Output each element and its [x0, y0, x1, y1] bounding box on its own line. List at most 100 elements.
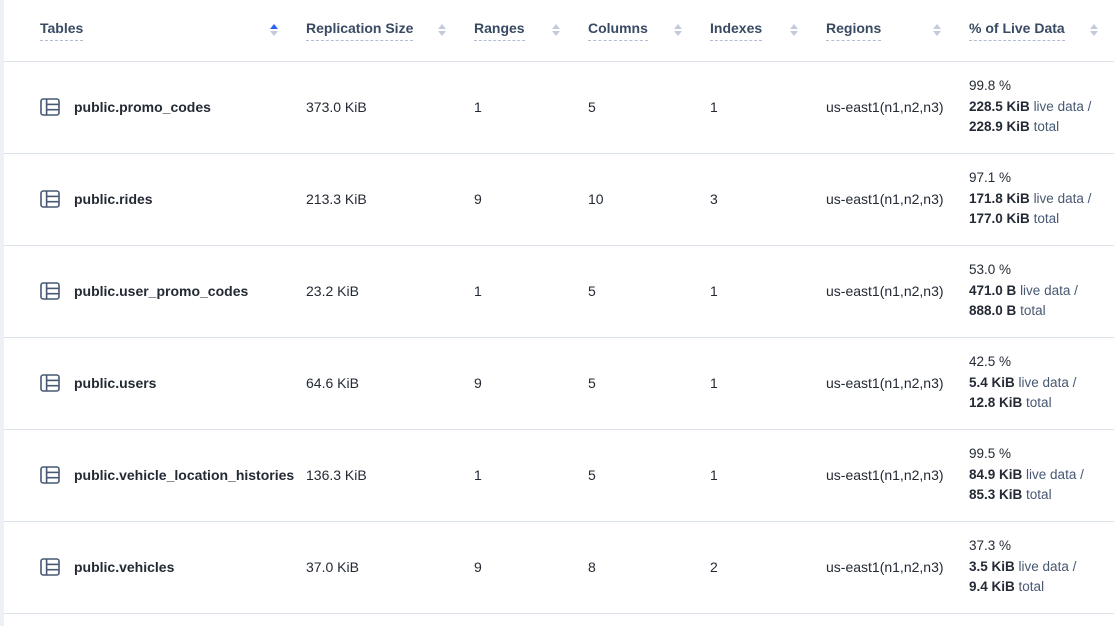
live-data-percent: 97.1 %	[969, 170, 1012, 186]
live-data-total-line: 177.0 KiB total	[969, 211, 1060, 227]
table-body: public.promo_codes 373.0 KiB 1 5 1 us-ea…	[4, 61, 1114, 614]
cell-live-data: 97.1 % 171.8 KiB live data / 177.0 KiB t…	[957, 153, 1114, 246]
column-header-replication-size[interactable]: Replication Size	[294, 0, 462, 62]
column-header-indexes[interactable]: Indexes	[698, 0, 814, 62]
cell-table-name: public.vehicle_location_histories	[4, 429, 295, 522]
table-icon	[40, 558, 60, 576]
database-tables-table: Tables Replication Size Ranges Columns	[4, 0, 1114, 614]
cell-live-data: 99.5 % 84.9 KiB live data / 85.3 KiB tot…	[957, 429, 1114, 522]
sort-down-caret-icon	[1090, 31, 1098, 37]
cell-indexes: 1	[698, 429, 814, 522]
cell-table-name: public.users	[4, 337, 294, 430]
cell-live-data: 53.0 % 471.0 B live data / 888.0 B total	[957, 245, 1114, 338]
live-data-total-line: 228.9 KiB total	[969, 119, 1060, 135]
cell-indexes: 2	[698, 521, 814, 614]
cell-columns: 5	[576, 429, 698, 522]
table-row: public.users 64.6 KiB 9 5 1 us-east1(n1,…	[4, 337, 1114, 430]
sort-up-caret-icon	[933, 24, 941, 30]
cell-columns: 5	[576, 245, 698, 338]
cell-replication-size: 23.2 KiB	[294, 245, 462, 338]
cell-table-name: public.user_promo_codes	[4, 245, 294, 338]
cell-regions: us-east1(n1,n2,n3)	[814, 429, 957, 522]
table-name-link[interactable]: public.promo_codes	[74, 99, 211, 115]
table-name-link[interactable]: public.rides	[74, 191, 153, 207]
sort-arrows-icon	[933, 24, 941, 37]
table-name-link[interactable]: public.vehicle_location_histories	[74, 467, 295, 483]
sort-arrows-icon	[270, 24, 278, 37]
column-header-label: % of Live Data	[969, 20, 1065, 41]
sort-down-caret-icon	[270, 31, 278, 37]
live-data-percent: 99.8 %	[969, 78, 1012, 94]
cell-table-name: public.promo_codes	[4, 61, 294, 154]
table-name-link[interactable]: public.user_promo_codes	[74, 283, 249, 299]
cell-columns: 10	[576, 153, 698, 246]
column-header-regions[interactable]: Regions	[814, 0, 957, 62]
sort-arrows-icon	[1090, 24, 1098, 37]
cell-columns: 5	[576, 337, 698, 430]
table-icon	[40, 98, 60, 116]
cell-live-data: 37.3 % 3.5 KiB live data / 9.4 KiB total	[957, 521, 1114, 614]
sort-up-caret-icon	[790, 24, 798, 30]
cell-table-name: public.rides	[4, 153, 294, 246]
column-header-live-data[interactable]: % of Live Data	[957, 0, 1114, 62]
live-data-live-line: 84.9 KiB live data /	[969, 466, 1084, 482]
column-header-tables[interactable]: Tables	[4, 0, 294, 62]
cell-ranges: 9	[462, 153, 576, 246]
cell-replication-size: 213.3 KiB	[294, 153, 462, 246]
live-data-live-line: 5.4 KiB live data /	[969, 374, 1077, 390]
live-data-total-line: 888.0 B total	[969, 303, 1046, 319]
cell-indexes: 3	[698, 153, 814, 246]
column-header-label: Ranges	[474, 20, 525, 41]
cell-indexes: 1	[698, 61, 814, 154]
column-header-columns[interactable]: Columns	[576, 0, 698, 62]
table-row: public.rides 213.3 KiB 9 10 3 us-east1(n…	[4, 153, 1114, 246]
cell-indexes: 1	[698, 337, 814, 430]
live-data-percent: 53.0 %	[969, 262, 1012, 278]
cell-replication-size: 37.0 KiB	[294, 521, 462, 614]
table-name-link[interactable]: public.users	[74, 375, 157, 391]
cell-replication-size: 64.6 KiB	[294, 337, 462, 430]
cell-regions: us-east1(n1,n2,n3)	[814, 153, 957, 246]
cell-regions: us-east1(n1,n2,n3)	[814, 521, 957, 614]
cell-ranges: 9	[462, 521, 576, 614]
cell-regions: us-east1(n1,n2,n3)	[814, 337, 957, 430]
sort-up-caret-icon	[270, 24, 278, 30]
sort-up-caret-icon	[1090, 24, 1098, 30]
table-header-row: Tables Replication Size Ranges Columns	[4, 0, 1114, 62]
cell-ranges: 1	[462, 245, 576, 338]
cell-replication-size: 373.0 KiB	[294, 61, 462, 154]
cell-replication-size: 136.3 KiB	[294, 429, 462, 522]
live-data-live-line: 228.5 KiB live data /	[969, 98, 1092, 114]
live-data-total-line: 12.8 KiB total	[969, 395, 1052, 411]
live-data-live-line: 471.0 B live data /	[969, 282, 1078, 298]
column-header-label: Tables	[40, 20, 84, 41]
sort-arrows-icon	[790, 24, 798, 37]
cell-live-data: 99.8 % 228.5 KiB live data / 228.9 KiB t…	[957, 61, 1114, 154]
sort-up-caret-icon	[438, 24, 446, 30]
cell-regions: us-east1(n1,n2,n3)	[814, 245, 957, 338]
cell-ranges: 1	[462, 61, 576, 154]
live-data-live-line: 3.5 KiB live data /	[969, 558, 1077, 574]
sort-down-caret-icon	[933, 31, 941, 37]
sort-down-caret-icon	[674, 31, 682, 37]
sort-arrows-icon	[552, 24, 560, 37]
tables-panel: Tables Replication Size Ranges Columns	[4, 0, 1114, 626]
live-data-live-line: 171.8 KiB live data /	[969, 190, 1092, 206]
sort-up-caret-icon	[552, 24, 560, 30]
live-data-percent: 99.5 %	[969, 446, 1012, 462]
column-header-label: Regions	[826, 20, 882, 41]
live-data-total-line: 85.3 KiB total	[969, 487, 1052, 503]
table-icon	[40, 374, 60, 392]
sort-down-caret-icon	[790, 31, 798, 37]
cell-live-data: 42.5 % 5.4 KiB live data / 12.8 KiB tota…	[957, 337, 1114, 430]
column-header-ranges[interactable]: Ranges	[462, 0, 576, 62]
sort-down-caret-icon	[552, 31, 560, 37]
table-name-link[interactable]: public.vehicles	[74, 559, 175, 575]
live-data-total-line: 9.4 KiB total	[969, 579, 1045, 595]
column-header-label: Replication Size	[306, 20, 414, 41]
table-row: public.vehicles 37.0 KiB 9 8 2 us-east1(…	[4, 521, 1114, 614]
sort-down-caret-icon	[438, 31, 446, 37]
cell-ranges: 1	[462, 429, 576, 522]
cell-columns: 8	[576, 521, 698, 614]
table-row: public.promo_codes 373.0 KiB 1 5 1 us-ea…	[4, 61, 1114, 154]
